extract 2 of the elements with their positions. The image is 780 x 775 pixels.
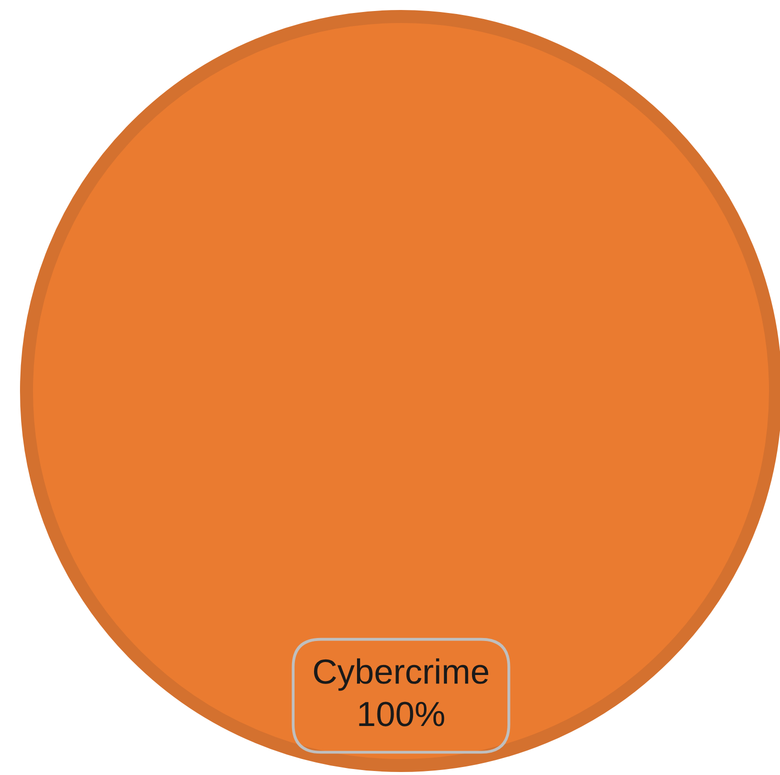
slice-label: Cybercrime bbox=[314, 658, 488, 691]
data-label: 100% bbox=[359, 702, 444, 726]
